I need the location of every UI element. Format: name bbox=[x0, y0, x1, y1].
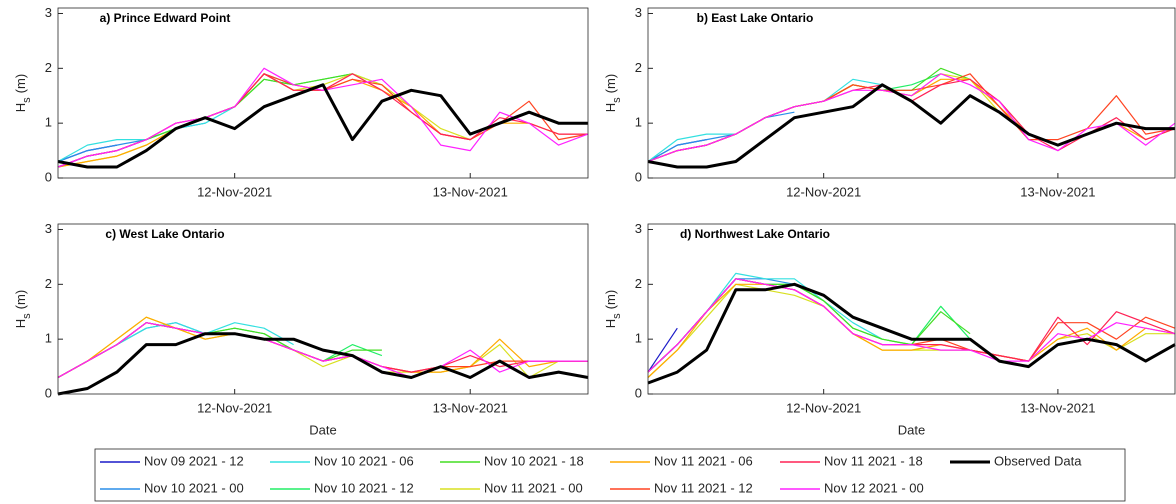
y-label-main: H bbox=[603, 103, 618, 112]
y-tick-label: 0 bbox=[635, 385, 642, 400]
y-tick-label: 2 bbox=[635, 60, 642, 75]
x-tick-label: 12-Nov-2021 bbox=[197, 400, 272, 415]
x-axis-label: Date bbox=[898, 422, 925, 437]
y-label-main: H bbox=[603, 319, 618, 328]
y-label-sub: s bbox=[21, 97, 33, 103]
x-tick-label: 12-Nov-2021 bbox=[786, 184, 861, 199]
plot-area bbox=[648, 8, 1175, 178]
y-axis-label: Hs (m) bbox=[603, 74, 622, 112]
y-tick-label: 1 bbox=[635, 331, 642, 346]
y-label-sub: s bbox=[611, 97, 623, 103]
y-label-unit: (m) bbox=[603, 290, 618, 310]
plot-area bbox=[58, 224, 588, 394]
legend-label: Nov 09 2021 - 12 bbox=[144, 453, 244, 468]
legend-box bbox=[94, 448, 1126, 502]
y-tick-label: 0 bbox=[635, 169, 642, 184]
plot-area bbox=[648, 224, 1175, 394]
y-tick-label: 3 bbox=[45, 5, 52, 20]
legend-label: Nov 10 2021 - 00 bbox=[144, 480, 244, 495]
series-line bbox=[647, 327, 678, 373]
series-line bbox=[57, 83, 588, 169]
plot-frame bbox=[57, 223, 589, 395]
legend-label: Nov 11 2021 - 06 bbox=[654, 453, 753, 468]
series-line bbox=[647, 73, 1176, 163]
y-tick-label: 0 bbox=[45, 169, 52, 184]
x-tick-label: 13-Nov-2021 bbox=[433, 184, 508, 199]
y-axis-label: Hs (m) bbox=[13, 290, 32, 328]
series-line bbox=[647, 283, 1176, 378]
legend-label: Observed Data bbox=[994, 453, 1082, 468]
panel-title: d) Northwest Lake Ontario bbox=[680, 227, 830, 241]
series-line bbox=[647, 282, 1176, 385]
series-line bbox=[57, 322, 588, 379]
y-label-unit: (m) bbox=[13, 74, 28, 94]
y-tick-label: 1 bbox=[45, 115, 52, 130]
x-axis-label: Date bbox=[309, 422, 336, 437]
series-line bbox=[57, 67, 589, 168]
y-tick-label: 0 bbox=[45, 385, 52, 400]
plot-frame bbox=[647, 7, 1176, 179]
legend-label: Nov 10 2021 - 18 bbox=[484, 453, 584, 468]
legend-label: Nov 11 2021 - 12 bbox=[654, 480, 753, 495]
y-tick-label: 3 bbox=[45, 221, 52, 236]
y-label-main: H bbox=[13, 103, 28, 112]
legend-label: Nov 10 2021 - 12 bbox=[314, 480, 414, 495]
y-label-unit: (m) bbox=[603, 74, 618, 94]
y-tick-label: 1 bbox=[635, 115, 642, 130]
y-label-sub: s bbox=[611, 313, 623, 319]
y-axis-label: Hs (m) bbox=[603, 290, 622, 328]
panel-title: c) West Lake Ontario bbox=[105, 227, 224, 241]
x-tick-label: 13-Nov-2021 bbox=[433, 400, 508, 415]
plot-frame bbox=[647, 223, 1176, 395]
legend-label: Nov 10 2021 - 06 bbox=[314, 453, 414, 468]
x-tick-label: 13-Nov-2021 bbox=[1020, 400, 1095, 415]
y-tick-label: 3 bbox=[635, 5, 642, 20]
x-tick-label: 12-Nov-2021 bbox=[786, 400, 861, 415]
x-tick-label: 13-Nov-2021 bbox=[1020, 184, 1095, 199]
legend-label: Nov 12 2021 - 00 bbox=[824, 480, 924, 495]
plot-area bbox=[58, 8, 588, 178]
x-tick-label: 12-Nov-2021 bbox=[197, 184, 272, 199]
panel-title: a) Prince Edward Point bbox=[100, 11, 231, 25]
y-axis-label: Hs (m) bbox=[13, 74, 32, 112]
panel-title: b) East Lake Ontario bbox=[697, 11, 814, 25]
series-line bbox=[57, 332, 589, 396]
y-tick-label: 1 bbox=[45, 331, 52, 346]
y-label-sub: s bbox=[21, 313, 33, 319]
y-tick-label: 3 bbox=[635, 221, 642, 236]
series-line bbox=[647, 111, 795, 163]
plot-frame bbox=[57, 7, 589, 179]
y-label-main: H bbox=[13, 319, 28, 328]
legend-label: Nov 11 2021 - 00 bbox=[484, 480, 583, 495]
y-tick-label: 2 bbox=[635, 276, 642, 291]
y-tick-label: 2 bbox=[45, 276, 52, 291]
series-line bbox=[647, 83, 1175, 169]
y-tick-label: 2 bbox=[45, 60, 52, 75]
legend-label: Nov 11 2021 - 18 bbox=[824, 453, 923, 468]
y-label-unit: (m) bbox=[13, 290, 28, 310]
